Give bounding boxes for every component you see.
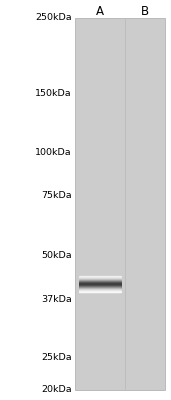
- Text: 50kDa: 50kDa: [41, 250, 72, 260]
- Text: 37kDa: 37kDa: [41, 295, 72, 304]
- Text: 25kDa: 25kDa: [41, 353, 72, 362]
- Text: 20kDa: 20kDa: [41, 386, 72, 394]
- Text: B: B: [141, 5, 149, 18]
- Text: 75kDa: 75kDa: [41, 191, 72, 200]
- Text: 250kDa: 250kDa: [35, 14, 72, 22]
- Bar: [75, 18, 165, 390]
- Text: 100kDa: 100kDa: [35, 148, 72, 158]
- Text: A: A: [96, 5, 104, 18]
- Text: 150kDa: 150kDa: [35, 89, 72, 98]
